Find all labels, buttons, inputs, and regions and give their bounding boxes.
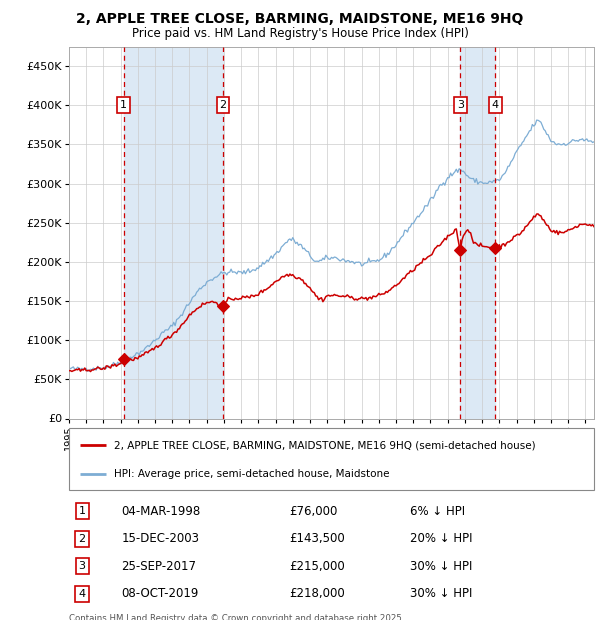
FancyBboxPatch shape: [69, 428, 594, 490]
Text: £218,000: £218,000: [290, 587, 345, 600]
Text: 20% ↓ HPI: 20% ↓ HPI: [410, 533, 473, 545]
Text: 30% ↓ HPI: 30% ↓ HPI: [410, 560, 473, 573]
Text: 3: 3: [457, 100, 464, 110]
Text: 15-DEC-2003: 15-DEC-2003: [121, 533, 199, 545]
Text: HPI: Average price, semi-detached house, Maidstone: HPI: Average price, semi-detached house,…: [113, 469, 389, 479]
Bar: [460, 46, 496, 419]
Text: 4: 4: [492, 100, 499, 110]
Point: [119, 354, 128, 364]
Text: £143,500: £143,500: [290, 533, 345, 545]
Text: 04-MAR-1998: 04-MAR-1998: [121, 505, 201, 518]
Text: Price paid vs. HM Land Registry's House Price Index (HPI): Price paid vs. HM Land Registry's House …: [131, 27, 469, 40]
Text: Contains HM Land Registry data © Crown copyright and database right 2025.: Contains HM Land Registry data © Crown c…: [69, 614, 404, 620]
Bar: [124, 46, 223, 419]
Text: 08-OCT-2019: 08-OCT-2019: [121, 587, 199, 600]
Text: 2: 2: [220, 100, 227, 110]
Text: 4: 4: [79, 589, 86, 599]
Text: 30% ↓ HPI: 30% ↓ HPI: [410, 587, 473, 600]
Text: 1: 1: [120, 100, 127, 110]
Point: [455, 245, 465, 255]
Text: 2, APPLE TREE CLOSE, BARMING, MAIDSTONE, ME16 9HQ (semi-detached house): 2, APPLE TREE CLOSE, BARMING, MAIDSTONE,…: [113, 440, 535, 450]
Point: [218, 301, 228, 311]
Text: £215,000: £215,000: [290, 560, 345, 573]
Text: 2: 2: [79, 534, 86, 544]
Text: 3: 3: [79, 561, 86, 571]
Text: 1: 1: [79, 507, 86, 516]
Point: [491, 243, 500, 253]
Text: 2, APPLE TREE CLOSE, BARMING, MAIDSTONE, ME16 9HQ: 2, APPLE TREE CLOSE, BARMING, MAIDSTONE,…: [76, 12, 524, 27]
Text: 6% ↓ HPI: 6% ↓ HPI: [410, 505, 466, 518]
Text: £76,000: £76,000: [290, 505, 338, 518]
Text: 25-SEP-2017: 25-SEP-2017: [121, 560, 197, 573]
